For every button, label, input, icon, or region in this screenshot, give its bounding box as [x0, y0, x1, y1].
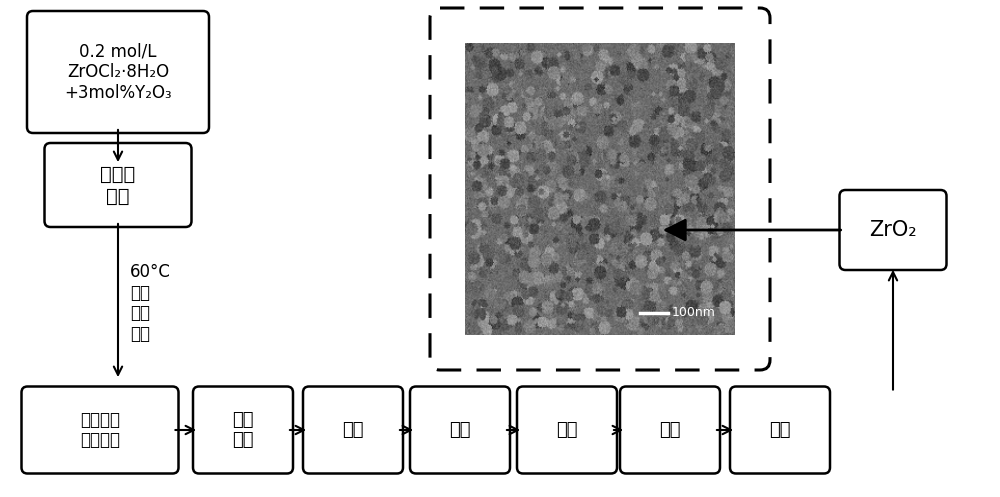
Text: 100nm: 100nm	[672, 307, 716, 320]
FancyBboxPatch shape	[730, 387, 830, 474]
Text: 锻烧: 锻烧	[769, 421, 791, 439]
Text: 陈化: 陈化	[342, 421, 364, 439]
FancyBboxPatch shape	[410, 387, 510, 474]
Text: 干燥: 干燥	[556, 421, 578, 439]
Text: 混合盐
溶液: 混合盐 溶液	[100, 165, 136, 205]
Text: 反向
沉淠: 反向 沉淠	[232, 411, 254, 449]
Text: ZrO₂: ZrO₂	[869, 220, 917, 240]
Text: 0.2 mol/L
ZrOCl₂·8H₂O
+3mol%Y₂O₃: 0.2 mol/L ZrOCl₂·8H₂O +3mol%Y₂O₃	[64, 42, 172, 102]
FancyBboxPatch shape	[27, 11, 209, 133]
Text: 研磨: 研磨	[659, 421, 681, 439]
FancyBboxPatch shape	[44, 143, 192, 227]
FancyBboxPatch shape	[430, 8, 770, 370]
FancyBboxPatch shape	[193, 387, 293, 474]
FancyBboxPatch shape	[303, 387, 403, 474]
FancyBboxPatch shape	[22, 387, 178, 474]
Text: 洗涂: 洗涂	[449, 421, 471, 439]
FancyBboxPatch shape	[620, 387, 720, 474]
Text: 一定浓度
的碱溶液: 一定浓度 的碱溶液	[80, 411, 120, 449]
FancyBboxPatch shape	[840, 190, 946, 270]
Text: 60°C
恒温
磁力
搦拌: 60°C 恒温 磁力 搦拌	[130, 263, 171, 343]
FancyBboxPatch shape	[517, 387, 617, 474]
